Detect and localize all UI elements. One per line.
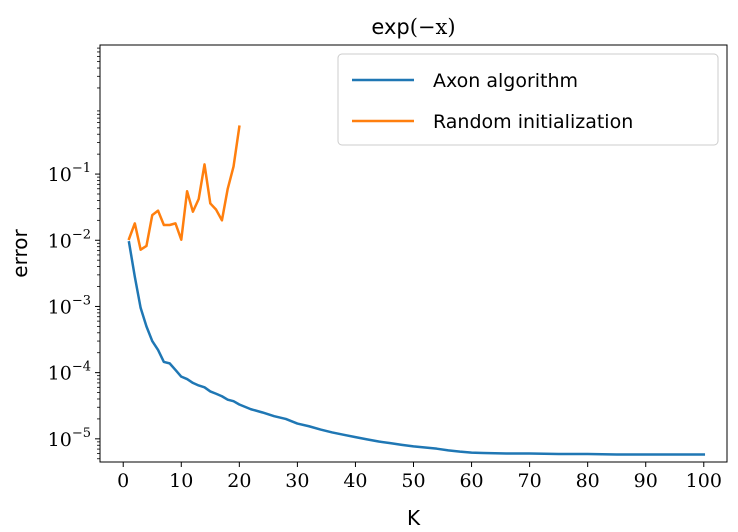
x-axis: 0 10 20 30 40 50 60 70 80 90 100 [117,462,722,492]
legend: Axon algorithm Random initialization [337,53,719,146]
x-tick-label: 50 [401,470,425,492]
x-tick-label: 0 [117,470,129,492]
series-layer [127,125,706,456]
x-tick-label: 70 [518,470,542,492]
y-tick-label: 10−5 [48,426,91,451]
x-axis-label: K [407,506,421,530]
y-tick-label: 10−4 [48,360,91,385]
x-tick-label: 10 [169,470,193,492]
y-tick-label: 10−1 [48,161,91,186]
x-tick-label: 80 [576,470,600,492]
series-line-0 [127,240,706,456]
y-tick-label: 10−3 [48,293,91,318]
y-axis: 10−5 10−4 10−3 10−2 10−1 [48,47,100,460]
chart-title: exp(−x) [371,15,455,39]
x-tick-label: 30 [285,470,309,492]
chart-title-arg: (−x) [410,15,456,39]
y-tick-label: 10−2 [48,227,91,252]
x-tick-label: 100 [686,470,722,492]
chart-title-fn: exp [371,15,409,39]
x-tick-label: 20 [227,470,251,492]
x-tick-label: 40 [343,470,367,492]
legend-box [337,53,719,146]
series-line-1 [127,125,241,251]
legend-label-random: Random initialization [433,111,633,133]
x-tick-label: 60 [459,470,483,492]
y-axis-label: error [8,229,32,278]
x-tick-label: 90 [634,470,658,492]
legend-label-axon: Axon algorithm [433,70,578,92]
